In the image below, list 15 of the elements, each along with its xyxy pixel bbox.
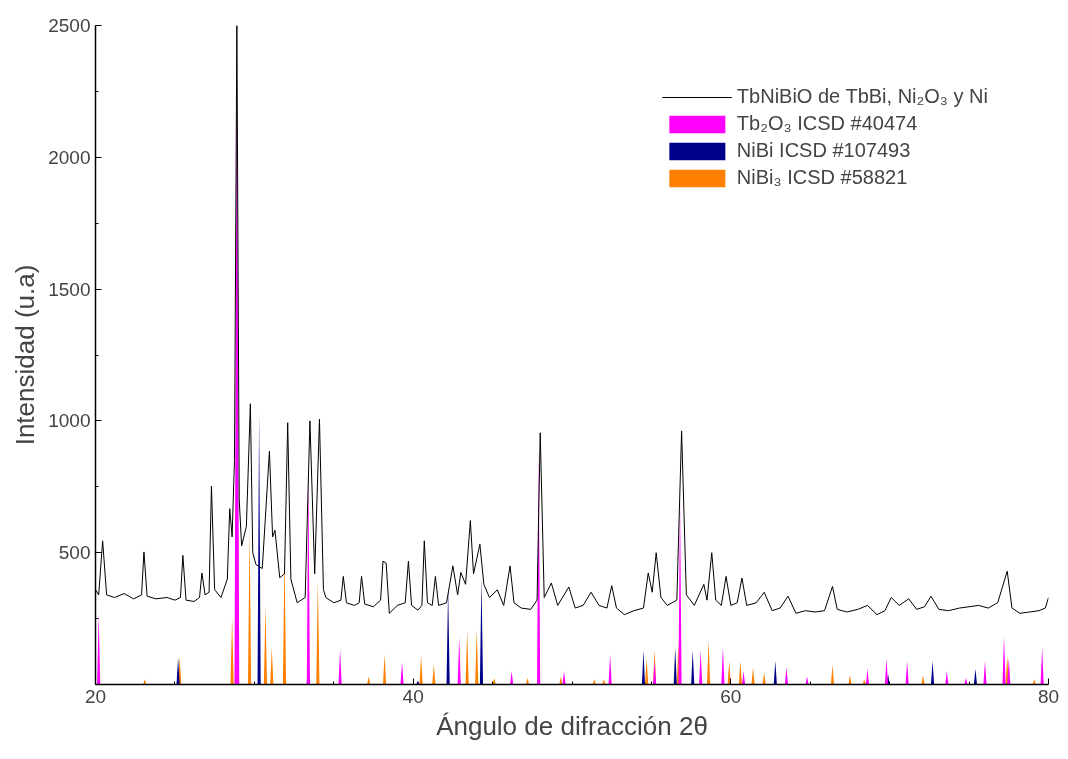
legend-label: Tb₂O₃ ICSD #40474 xyxy=(736,112,918,135)
legend-label: NiBi ICSD #107493 xyxy=(736,139,911,162)
y-tick-label: 1000 xyxy=(48,410,91,432)
x-tick-label: 40 xyxy=(402,685,424,707)
legend-label: NiBi₃ ICSD #58821 xyxy=(736,166,908,189)
y-tick-label: 2500 xyxy=(48,15,91,36)
y-tick-label: 500 xyxy=(58,542,91,564)
y-tick-label: 2000 xyxy=(48,146,91,168)
x-tick-label: 20 xyxy=(84,685,107,707)
y-axis-title: Intensidad (u.a) xyxy=(10,264,41,446)
x-axis-title: Ángulo de difracción 2θ xyxy=(436,710,708,741)
x-tick-label: 60 xyxy=(720,685,742,707)
legend-label: TbNiBiO de TbBi, Ni₂O₃ y Ni xyxy=(736,85,988,108)
x-tick-label: 80 xyxy=(1037,685,1060,707)
y-tick-label: 1500 xyxy=(48,278,91,300)
